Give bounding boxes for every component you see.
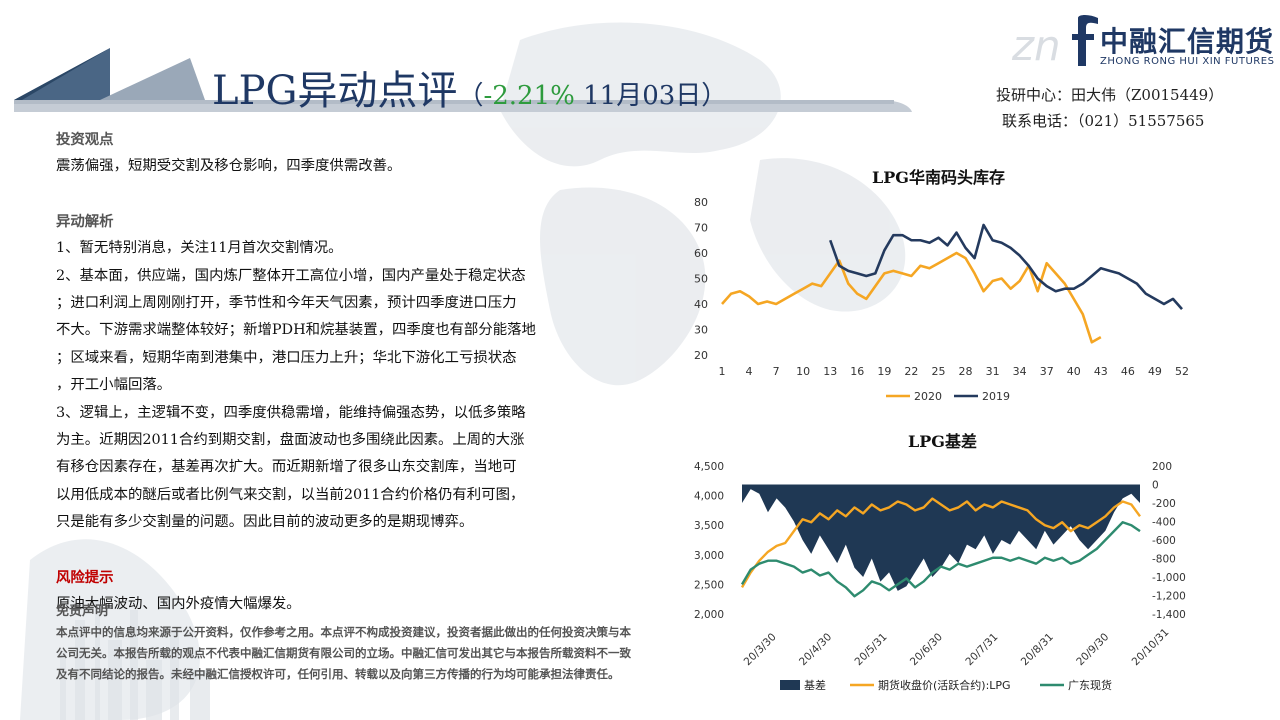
y-tick-label: 60	[694, 247, 708, 260]
contact-analyst: 投研中心：田大伟（Z0015449）	[996, 86, 1224, 104]
right-y-tick-label: -600	[1152, 535, 1176, 547]
x-tick-label: 25	[931, 365, 945, 378]
left-y-tick-label: 4,500	[694, 461, 724, 473]
x-tick-label: 20/8/31	[1019, 631, 1056, 668]
x-tick-label: 13	[823, 365, 837, 378]
basis-combo-chart: 2,000 2,500 3,000 3,500 4,000 4,500 -1,400 -1,2…	[694, 461, 1186, 692]
x-tick-label: 31	[986, 365, 1000, 378]
x-tick-label: 20/3/30	[742, 631, 779, 668]
analysis-line: ，开工小幅回落。	[56, 377, 172, 394]
risk-heading: 风险提示	[56, 568, 114, 586]
y-tick-label: 80	[694, 196, 708, 209]
legend-label: 基差	[804, 678, 826, 692]
left-y-tick-label: 4,000	[694, 491, 724, 503]
analysis-line: 2、基本面，供应端，国内炼厂整体开工高位小增，国内产量处于稳定状态	[56, 267, 526, 284]
right-y-tick-label: 0	[1152, 480, 1159, 492]
right-y-tick-label: -800	[1152, 554, 1176, 566]
x-tick-label: 20/7/31	[963, 631, 1000, 668]
y-tick-label: 50	[694, 273, 708, 286]
page-title: LPG异动点评（-2.21% 11月03日）	[212, 58, 727, 116]
x-tick-label: 20/10/31	[1130, 626, 1172, 668]
series-line-2019	[829, 223, 1183, 310]
analysis-line: 有移仓因素存在，基差再次扩大。而近期新增了很多山东交割库，当地可	[56, 459, 517, 476]
x-tick-label: 22	[904, 365, 918, 378]
analysis-line: 为主。近期因2011合约到期交割，盘面波动也多围绕此因素。上周的大涨	[56, 432, 525, 449]
y-tick-label: 40	[694, 298, 708, 311]
title-date: 11月03日）	[574, 81, 728, 111]
disclaimer-text: 本点评中的信息均来源于公开资料，仅作参考之用。本点评不构成投资建议，投资者据此做…	[56, 625, 631, 681]
x-tick-label: 4	[746, 365, 753, 378]
analysis-heading: 异动解析	[56, 212, 114, 230]
analysis-line: 以用低成本的醚后或者比例气来交割，以当前2011合约价格仍有利可图，	[56, 486, 525, 503]
right-y-tick-label: 200	[1152, 461, 1172, 473]
x-tick-label: 7	[773, 365, 780, 378]
commentary-body: 投资观点 震荡偏强，短期受交割及移仓影响，四季度供需改善。 异动解析 1、暂无特…	[56, 126, 621, 619]
basis-area	[742, 484, 1140, 591]
disclaimer-heading: 免责声明	[56, 604, 109, 619]
view-heading: 投资观点	[56, 131, 114, 148]
analysis-line: 1、暂无特别消息，关注11月首次交割情况。	[56, 240, 343, 257]
left-y-tick-label: 2,000	[694, 609, 724, 621]
title-main: LPG异动点评	[212, 68, 458, 114]
x-tick-label: 49	[1148, 365, 1162, 378]
x-tick-label: 46	[1121, 365, 1135, 378]
x-tick-label: 20/4/30	[797, 631, 834, 668]
logo-english-name: ZHONG RONG HUI XIN FUTURES	[1100, 56, 1275, 67]
analysis-line: 3、逻辑上，主逻辑不变，四季度供稳需增，能维持偏强态势，以低多策略	[56, 404, 526, 421]
company-logo-icon: zn	[1011, 15, 1098, 70]
chart2-title: LPG基差	[908, 432, 977, 451]
legend-swatch	[780, 680, 800, 690]
series-line-2020	[721, 251, 1102, 344]
y-tick-label: 20	[694, 349, 708, 362]
legend-label: 广东现货	[1068, 678, 1112, 692]
logo-chinese-name: 中融汇信期货	[1100, 25, 1275, 58]
x-tick-label: 37	[1040, 365, 1054, 378]
x-tick-label: 19	[877, 365, 891, 378]
x-tick-label: 1	[719, 365, 726, 378]
x-tick-label: 40	[1067, 365, 1081, 378]
right-y-tick-label: -200	[1152, 498, 1176, 510]
analysis-line: ；进口利润上周刚刚打开，季节性和今年天气因素，预计四季度进口压力	[56, 295, 517, 312]
x-tick-label: 43	[1094, 365, 1108, 378]
analysis-line: ；区域来看，短期华南到港集中，港口压力上升；华北下游化工亏损状态	[56, 349, 517, 366]
contact-info: 投研中心：田大伟（Z0015449） 联系电话：（021）51557565	[996, 82, 1223, 134]
right-y-tick-label: -1,000	[1152, 572, 1186, 584]
y-tick-label: 70	[694, 222, 708, 235]
svg-text:zn: zn	[1011, 21, 1061, 70]
x-tick-label: 16	[850, 365, 864, 378]
x-tick-label: 20/6/30	[908, 631, 945, 668]
left-y-tick-label: 2,500	[694, 579, 724, 591]
inventory-line-chart: 20 30 40 50 60 70 80 1 4 7 10 13 16 19 22 25 28 31 34 37 40 4…	[694, 196, 1189, 403]
x-tick-label: 28	[959, 365, 973, 378]
y-tick-label: 30	[694, 324, 708, 337]
risk-text: 原油大幅波动、国内外疫情大幅爆发。	[56, 596, 301, 613]
x-tick-label: 34	[1013, 365, 1027, 378]
x-tick-label: 52	[1175, 365, 1189, 378]
header-banner	[14, 48, 912, 112]
legend-label: 2019	[982, 390, 1010, 403]
right-y-tick-label: -1,200	[1152, 591, 1186, 603]
title-percent-change: -2.21%	[483, 81, 575, 111]
contact-phone: 联系电话：（021）51557565	[1002, 112, 1205, 130]
chart1-title: LPG华南码头库存	[872, 168, 1005, 187]
x-tick-label: 20/5/31	[852, 631, 889, 668]
x-tick-label: 10	[796, 365, 810, 378]
left-y-tick-label: 3,500	[694, 520, 724, 532]
series-line	[740, 521, 1141, 598]
legend-label: 2020	[914, 390, 942, 403]
x-tick-label: 20/9/30	[1074, 631, 1111, 668]
right-y-tick-label: -400	[1152, 517, 1176, 529]
analysis-line: 不大。下游需求端整体较好；新增PDH和烷基装置，四季度也有部分能落地	[56, 322, 536, 339]
analysis-line: 只是能有多少交割量的问题。因此目前的波动更多的是期现博弈。	[56, 514, 474, 531]
series-line	[740, 497, 1141, 588]
legend-label: 期货收盘价(活跃合约):LPG	[878, 678, 1011, 692]
right-y-tick-label: -1,400	[1152, 609, 1186, 621]
title-sub-open: （	[457, 81, 484, 111]
view-text: 震荡偏强，短期受交割及移仓影响，四季度供需改善。	[56, 158, 402, 175]
left-y-tick-label: 3,000	[694, 550, 724, 562]
